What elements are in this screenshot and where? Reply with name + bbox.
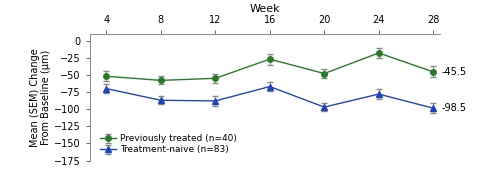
- X-axis label: Week: Week: [250, 4, 280, 14]
- Text: -98.5: -98.5: [442, 103, 466, 113]
- Y-axis label: Mean (SEM) Change
From Baseline (μm): Mean (SEM) Change From Baseline (μm): [30, 48, 52, 147]
- Legend: Previously treated (n=40), Treatment-naive (n=83): Previously treated (n=40), Treatment-nai…: [98, 133, 238, 156]
- Text: -45.5: -45.5: [442, 67, 466, 77]
